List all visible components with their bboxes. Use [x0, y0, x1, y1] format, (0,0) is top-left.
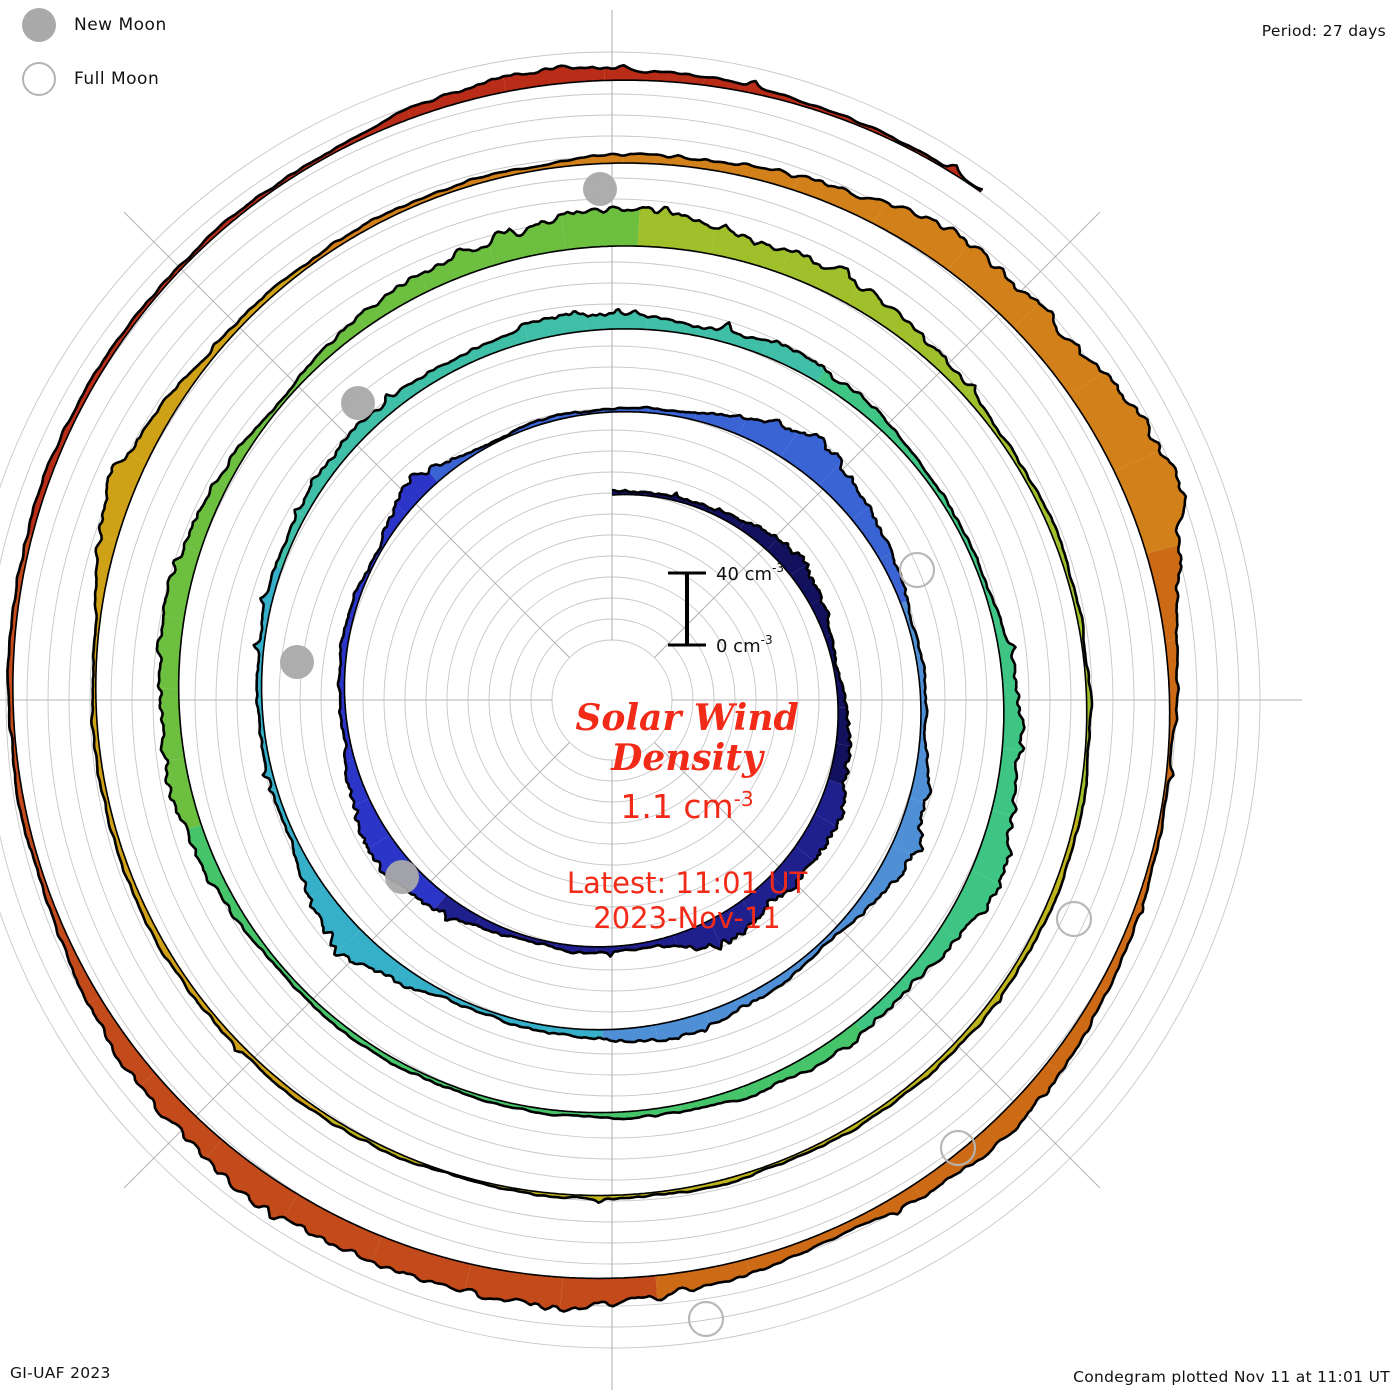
center-latest-line1: Latest: 11:01 UT — [567, 866, 808, 900]
credit-label: GI-UAF 2023 — [10, 1364, 111, 1382]
moon-markers — [280, 172, 1093, 1338]
center-value: 1.1 cm-3 — [620, 787, 753, 826]
new-moon-marker-icon — [341, 386, 375, 420]
plotted-label: Condegram plotted Nov 11 at 11:01 UT — [1073, 1368, 1390, 1386]
new-moon-marker-icon — [583, 172, 617, 206]
center-latest-line2: 2023-Nov-11 — [593, 901, 780, 935]
full-moon-marker-icon — [687, 1300, 725, 1338]
legend-full-moon: Full Moon — [22, 62, 159, 96]
scale-bar-top-label: 40 cm-3 — [716, 561, 784, 585]
full-moon-marker-icon — [898, 551, 936, 589]
period-label: Period: 27 days — [1261, 22, 1386, 40]
scale-bar: 40 cm-3 0 cm-3 — [668, 561, 784, 657]
center-title-line1: Solar Wind — [575, 697, 798, 739]
scale-bar-bottom-label: 0 cm-3 — [716, 633, 773, 657]
new-moon-icon — [22, 8, 56, 42]
legend-label-full-moon: Full Moon — [74, 69, 160, 89]
center-readout: Solar Wind Density 1.1 cm-3 Latest: 11:0… — [567, 697, 808, 935]
full-moon-marker-icon — [1055, 900, 1093, 938]
center-title-line2: Density — [610, 737, 765, 779]
full-moon-marker-icon — [939, 1129, 977, 1167]
new-moon-marker-icon — [385, 860, 419, 894]
polar-grid — [0, 10, 1302, 1390]
legend-label-new-moon: New Moon — [74, 15, 167, 35]
legend-new-moon: New Moon — [22, 8, 167, 42]
full-moon-icon — [22, 62, 56, 96]
spiral-series — [6, 63, 1188, 1313]
new-moon-marker-icon — [280, 645, 314, 679]
